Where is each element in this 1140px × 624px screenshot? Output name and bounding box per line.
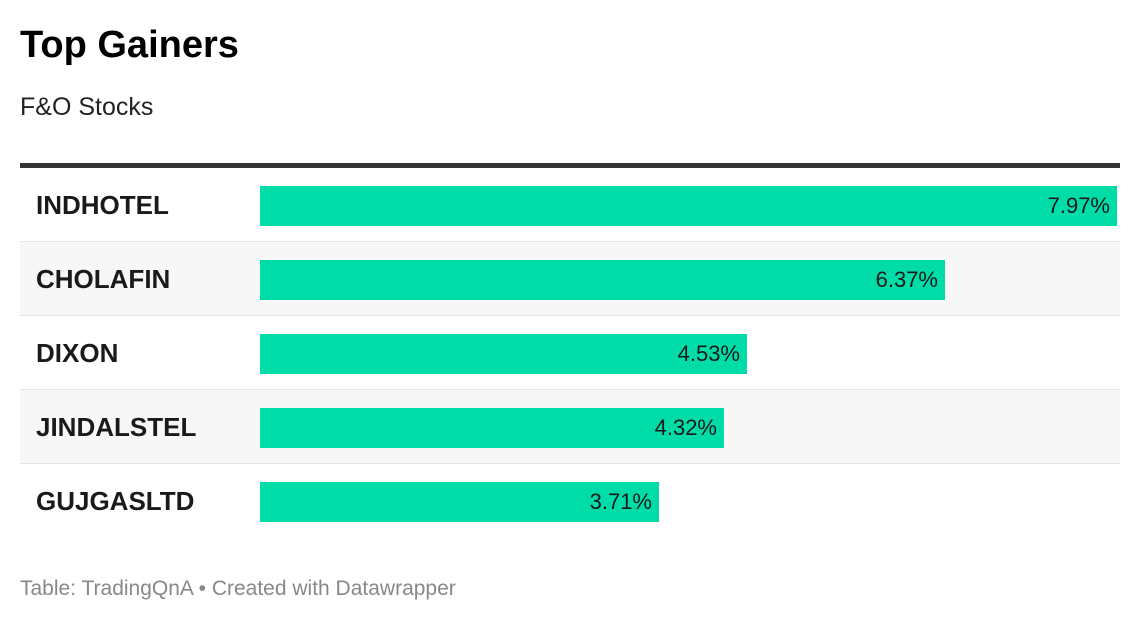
stock-name: GUJGASLTD <box>36 486 195 516</box>
stock-name: CHOLAFIN <box>36 264 171 294</box>
bar: 6.37% <box>260 260 945 300</box>
bar-value-label: 4.32% <box>654 415 717 440</box>
table-row: DIXON 4.53% <box>20 316 1120 390</box>
credit-note: Created with Datawrapper <box>211 577 456 600</box>
chart-title: Top Gainers <box>20 24 239 66</box>
table-row: GUJGASLTD 3.71% <box>20 464 1120 538</box>
table-row: CHOLAFIN 6.37% <box>20 242 1120 316</box>
bar-value-label: 6.37% <box>875 267 938 292</box>
bar-track: 3.71% <box>260 482 1120 522</box>
bar: 3.71% <box>260 482 659 522</box>
bar-value-label: 7.97% <box>1047 193 1110 218</box>
bar: 7.97% <box>260 186 1117 226</box>
bar: 4.53% <box>260 334 747 374</box>
stock-name: DIXON <box>36 338 119 368</box>
table-row: JINDALSTEL 4.32% <box>20 390 1120 464</box>
footer-separator: • <box>198 577 206 600</box>
stock-name: INDHOTEL <box>36 190 169 220</box>
bar-table: INDHOTEL 7.97% CHOLAFIN 6.37% DIXON 4.53% JIND… <box>20 163 1120 538</box>
bar-value-label: 3.71% <box>589 489 652 514</box>
bar-value-label: 4.53% <box>677 341 740 366</box>
chart-subtitle: F&O Stocks <box>20 93 154 121</box>
bar-track: 4.53% <box>260 334 1120 374</box>
bar-track: 4.32% <box>260 408 1120 448</box>
bar-track: 6.37% <box>260 260 1120 300</box>
source-note: Table: TradingQnA <box>20 577 193 600</box>
chart-footer: Table: TradingQnA • Created with Datawra… <box>20 574 456 604</box>
table-row: INDHOTEL 7.97% <box>20 168 1120 242</box>
stock-name: JINDALSTEL <box>36 412 197 442</box>
bar-track: 7.97% <box>260 186 1120 226</box>
bar: 4.32% <box>260 408 724 448</box>
